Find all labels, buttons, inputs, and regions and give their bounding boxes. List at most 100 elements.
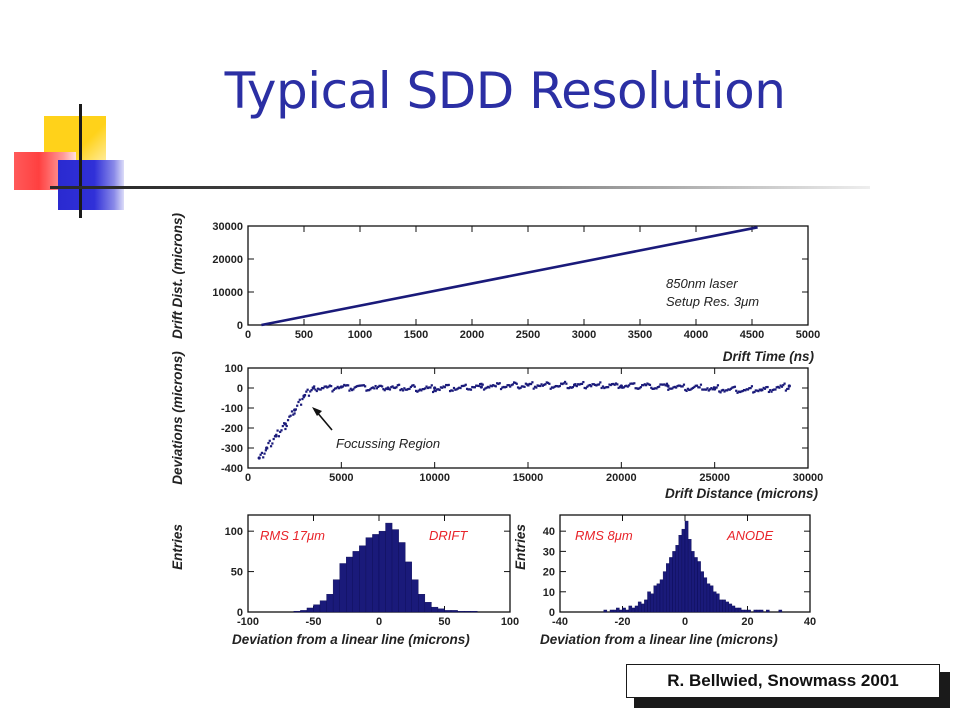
deviation-point [323,385,326,388]
deviation-point [654,387,657,390]
panel1-ytick-label: 20000 [212,254,243,266]
deviation-point [492,384,495,387]
deviation-point [520,385,524,388]
panel4-ylabel: Entries [513,524,528,570]
panel2-ytick-label: -300 [221,443,243,455]
deviation-point [775,386,778,389]
deviation-point [396,384,399,387]
deviation-point [718,390,721,393]
histogram-bar [647,591,651,613]
deviation-point [749,386,752,390]
deviation-point [480,382,483,385]
deviation-key-point [386,386,390,390]
deviation-point [706,387,709,390]
deviation-point [337,387,341,390]
histogram-bar [691,551,695,613]
deviation-point [379,384,382,387]
laser-annotation-line2: Setup Res. 3μm [666,294,759,309]
deviation-point [776,385,780,389]
deviation-point [722,388,725,392]
deviation-point [441,386,444,389]
deviation-point [647,383,650,386]
panel1-xtick-label: 4500 [740,329,764,341]
deviation-point [565,382,568,385]
deviation-point [591,383,594,386]
deviation-point [684,388,687,392]
deviation-point [421,388,424,391]
deviation-point [658,385,661,388]
deviation-point [486,385,490,389]
deviation-point [259,453,262,456]
deviation-point [748,387,751,390]
deviation-point [416,390,419,393]
panel3-ytick-label: 50 [231,567,243,579]
deviation-point [384,387,388,390]
deviation-point [297,400,300,404]
histogram-bar [437,608,445,613]
deviation-point [485,386,488,389]
deviation-point [462,384,465,388]
deviation-point [417,389,420,392]
deviation-point [467,388,470,391]
histogram-bar [300,610,308,613]
deviation-point [322,387,325,390]
deviation-point [434,389,437,393]
deviation-point [332,388,335,391]
deviation-point [450,389,453,392]
histogram-bar [731,605,736,613]
deviation-point [693,385,696,389]
deviation-point [269,445,273,448]
deviation-key-point [257,456,261,460]
deviation-point [532,387,535,390]
deviation-point [627,384,631,387]
deviation-point [543,383,546,386]
deviation-point [367,389,371,392]
deviation-point [482,388,486,391]
deviation-point [784,389,787,392]
deviation-point [780,385,784,388]
deviation-point [733,385,737,388]
deviation-point [348,389,351,392]
histogram-bar [609,609,614,613]
deviation-point [364,385,367,388]
deviation-point [433,389,436,392]
deviation-point [300,403,303,406]
panel1-xtick-label: 1500 [404,329,428,341]
deviation-point [596,383,599,386]
deviation-point [625,384,628,387]
panel3-xtick-label: 50 [438,616,450,628]
panel1-xtick-label: 1000 [348,329,372,341]
panel3-xtick-label: 0 [376,616,382,628]
deviation-point [719,391,722,394]
deviation-point [690,387,693,390]
deviation-point [546,381,550,385]
deviation-point [505,385,508,389]
deviation-point [276,429,279,432]
panel4-xtick-label: -20 [615,616,631,628]
histogram-bar [637,601,642,613]
histogram-bar [778,609,783,613]
deviation-point [533,385,537,388]
deviation-point [604,386,607,389]
deviation-point [616,383,619,386]
histogram-bar [352,551,360,613]
deviation-point [587,384,590,387]
deviation-point [646,382,649,385]
deviation-key-point [311,386,315,390]
deviation-point [371,386,375,389]
deviation-point [306,388,309,391]
deviation-point [374,384,377,388]
deviation-point [621,386,624,389]
panel3-xlabel: Deviation from a linear line (microns) [232,632,470,647]
deviation-point [292,413,295,416]
panel1-xtick-label: 2500 [516,329,540,341]
focussing-arrow-head [312,407,322,416]
deviation-point [742,388,746,392]
deviation-point [412,384,415,387]
deviation-point [740,390,743,393]
deviation-point [723,390,726,393]
deviation-point [631,382,635,385]
deviation-point [314,388,317,391]
deviation-point [439,386,443,389]
panel2-xtick-label: 30000 [793,472,824,484]
